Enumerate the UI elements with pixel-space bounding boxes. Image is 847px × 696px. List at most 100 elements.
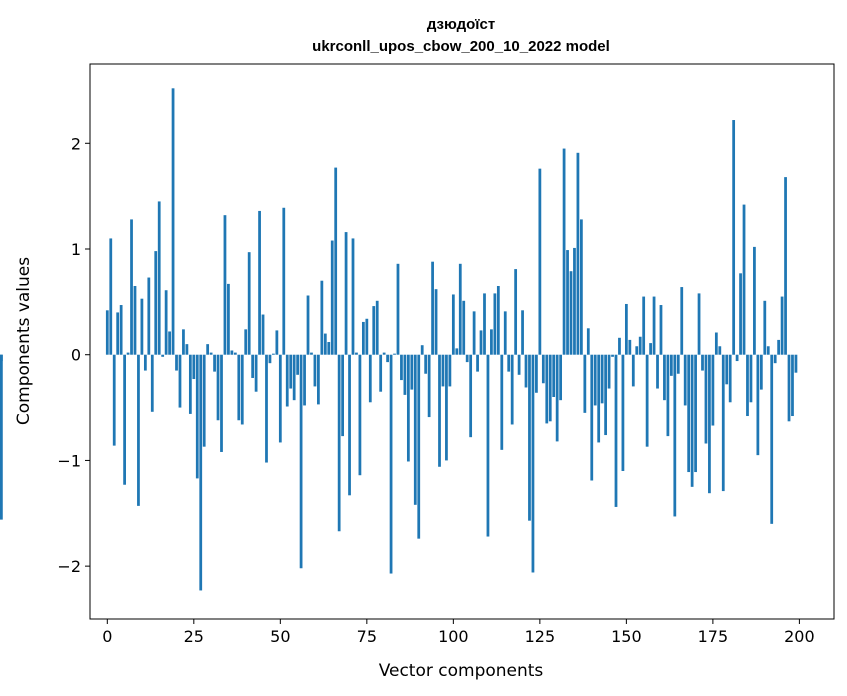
bar <box>746 354 749 417</box>
bar <box>441 354 445 387</box>
bar <box>555 354 559 442</box>
bar <box>313 354 317 387</box>
x-tick-label: 100 <box>438 627 469 646</box>
bar <box>597 354 601 443</box>
bar <box>451 294 455 355</box>
plot-frame <box>89 63 835 620</box>
bar <box>507 354 511 372</box>
x-axis-label: Vector components <box>379 661 544 681</box>
x-axis-ticks: 0 25 50 75 100 125 150 175 200 <box>102 619 815 646</box>
bar <box>185 344 189 355</box>
bar <box>618 337 621 355</box>
bar <box>133 286 137 355</box>
x-tick-label: 50 <box>270 627 290 646</box>
bar <box>154 251 158 355</box>
bar <box>635 346 639 355</box>
bar <box>358 354 362 476</box>
bar <box>351 238 355 355</box>
bar <box>708 354 711 494</box>
bar <box>379 354 383 392</box>
bar <box>161 354 165 357</box>
bar <box>209 352 213 355</box>
bar <box>206 344 210 355</box>
bar <box>202 354 206 447</box>
bar <box>199 354 203 591</box>
bar <box>126 352 130 355</box>
bar <box>514 269 518 355</box>
bar <box>794 354 798 373</box>
bar <box>424 354 428 374</box>
bar <box>109 238 113 355</box>
bar <box>493 293 497 355</box>
bar <box>628 339 632 355</box>
bar <box>787 354 791 422</box>
bar <box>240 354 244 425</box>
bar <box>735 354 739 362</box>
bar <box>310 352 313 355</box>
bar <box>438 354 441 467</box>
bar <box>247 252 251 355</box>
bar <box>503 311 507 355</box>
bar <box>510 354 514 425</box>
bar <box>164 290 168 355</box>
bar <box>147 277 151 355</box>
bar <box>472 311 476 355</box>
bar <box>112 354 116 446</box>
bar <box>659 305 663 355</box>
bar <box>334 167 338 355</box>
y-tick-label: −1 <box>57 451 81 470</box>
bar <box>663 354 666 401</box>
bar <box>192 354 196 380</box>
bar <box>569 271 573 355</box>
bar <box>656 354 659 389</box>
y-tick-label: 1 <box>71 240 81 259</box>
bar <box>458 263 462 355</box>
bar <box>517 354 521 375</box>
bar <box>770 354 774 524</box>
bar <box>721 354 725 492</box>
bar <box>220 354 223 452</box>
chart-title: дзюдоїст <box>427 16 495 33</box>
bar <box>521 310 524 355</box>
bar <box>600 354 604 404</box>
bar <box>631 354 635 387</box>
bar <box>355 352 358 355</box>
bar <box>261 314 265 355</box>
bar <box>137 354 140 506</box>
bar <box>372 306 376 355</box>
bar <box>341 354 344 437</box>
bar <box>130 219 133 355</box>
bar <box>749 354 753 403</box>
bar <box>455 348 459 355</box>
bar <box>586 328 590 355</box>
bar <box>213 354 216 372</box>
bar <box>580 219 583 355</box>
bar <box>649 343 652 355</box>
bar <box>268 354 272 364</box>
bar <box>143 354 147 371</box>
bar <box>773 354 777 364</box>
x-tick-label: 75 <box>357 627 377 646</box>
bar <box>317 354 320 405</box>
bar <box>0 354 3 520</box>
bar <box>327 342 331 355</box>
bar <box>476 354 479 372</box>
bar <box>590 354 594 481</box>
bar <box>676 354 680 374</box>
bar <box>254 354 258 392</box>
bar <box>389 354 393 574</box>
bar <box>791 354 794 417</box>
bar <box>742 204 746 355</box>
bar <box>365 318 369 355</box>
bar <box>711 354 715 426</box>
bar <box>753 246 756 355</box>
bar <box>573 247 576 355</box>
bar <box>445 354 448 461</box>
bar <box>673 354 677 517</box>
bar <box>766 346 770 355</box>
bar <box>611 354 614 357</box>
bar <box>763 300 767 355</box>
bar <box>105 310 109 355</box>
bar <box>434 289 438 355</box>
bar <box>680 287 684 355</box>
